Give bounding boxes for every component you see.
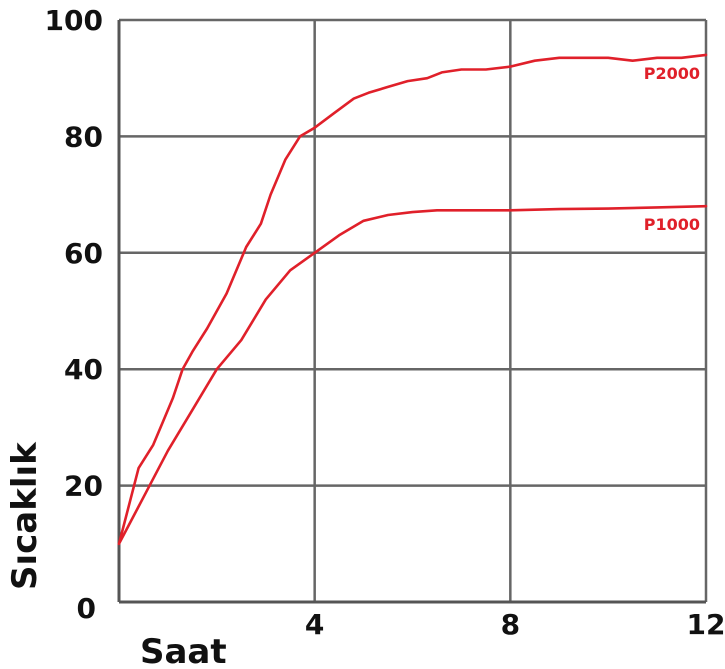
x-tick-labels: 4 8 12	[305, 608, 725, 641]
series-lines	[117, 53, 708, 546]
x-tick-label: 8	[501, 608, 520, 641]
y-tick-label: 20	[64, 470, 103, 503]
y-tick-label: 40	[64, 353, 103, 386]
grid-lines	[117, 18, 708, 604]
y-tick-label: 80	[64, 120, 103, 153]
y-tick-label: 60	[64, 237, 103, 270]
series-label-p2000: P2000	[644, 64, 700, 83]
series-label-p1000: P1000	[644, 215, 700, 234]
x-tick-label: 12	[687, 608, 725, 641]
x-axis-label: Saat	[140, 632, 227, 669]
series-line-p2000	[117, 53, 708, 546]
x-tick-label: 4	[305, 608, 324, 641]
y-axis-label: Sıcaklık	[5, 441, 45, 590]
y-tick-label: 0	[77, 592, 96, 625]
series-line-p1000	[117, 204, 708, 546]
y-tick-label: 100	[45, 4, 103, 37]
series-labels: P2000 P1000	[644, 64, 700, 234]
y-tick-labels: 0 20 40 60 80 100	[45, 4, 103, 625]
